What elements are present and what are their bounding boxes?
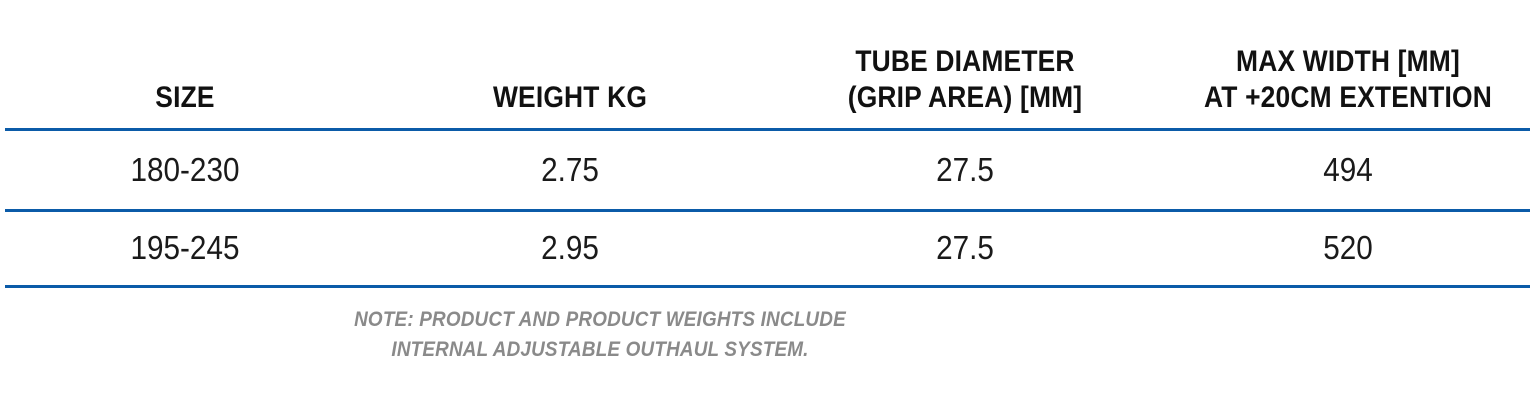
column-header-tube-diameter: TUBE DIAMETER (GRIP AREA) [MM] [793, 44, 1136, 128]
cell-tube: 27.5 [936, 151, 994, 188]
cell-max-width: 494 [1323, 151, 1373, 188]
column-header-max-width-line-1: MAX WIDTH [MM] [1236, 45, 1460, 78]
table-row: 180-230 2.75 27.5 494 [0, 131, 1536, 209]
cell-weight: 2.75 [541, 151, 599, 188]
cell-tube: 27.5 [936, 229, 994, 266]
column-header-tube-diameter-line-2: (GRIP AREA) [MM] [847, 81, 1083, 114]
table-body: 180-230 2.75 27.5 494 195-245 2.95 27.5 … [0, 131, 1536, 287]
table-divider-middle [5, 209, 1530, 212]
table-divider-bottom [5, 285, 1530, 288]
table-footnote-line-2: INTERNAL ADJUSTABLE OUTHAUL SYSTEM. [391, 338, 809, 361]
column-header-tube-diameter-line-1: TUBE DIAMETER [855, 45, 1075, 78]
table-footnote-line-1: NOTE: PRODUCT AND PRODUCT WEIGHTS INCLUD… [354, 308, 846, 331]
column-header-weight-line-1: WEIGHT KG [492, 81, 648, 114]
table-header-row: SIZE WEIGHT KG TUBE DIAMETER (GRIP AREA)… [0, 0, 1536, 128]
column-header-weight: WEIGHT KG [394, 80, 746, 128]
column-header-max-width-line-2: AT +20CM EXTENTION [1203, 81, 1492, 114]
column-header-size-line-1: SIZE [155, 81, 215, 114]
table-footnote: NOTE: PRODUCT AND PRODUCT WEIGHTS INCLUD… [60, 305, 1140, 365]
table-row: 195-245 2.95 27.5 520 [0, 209, 1536, 287]
table-divider-top [5, 128, 1530, 131]
column-header-size: SIZE [22, 80, 348, 128]
cell-weight: 2.95 [541, 229, 599, 266]
cell-size: 180-230 [130, 151, 240, 188]
cell-max-width: 520 [1323, 229, 1373, 266]
cell-size: 195-245 [130, 229, 240, 266]
column-header-max-width: MAX WIDTH [MM] AT +20CM EXTENTION [1183, 44, 1514, 128]
